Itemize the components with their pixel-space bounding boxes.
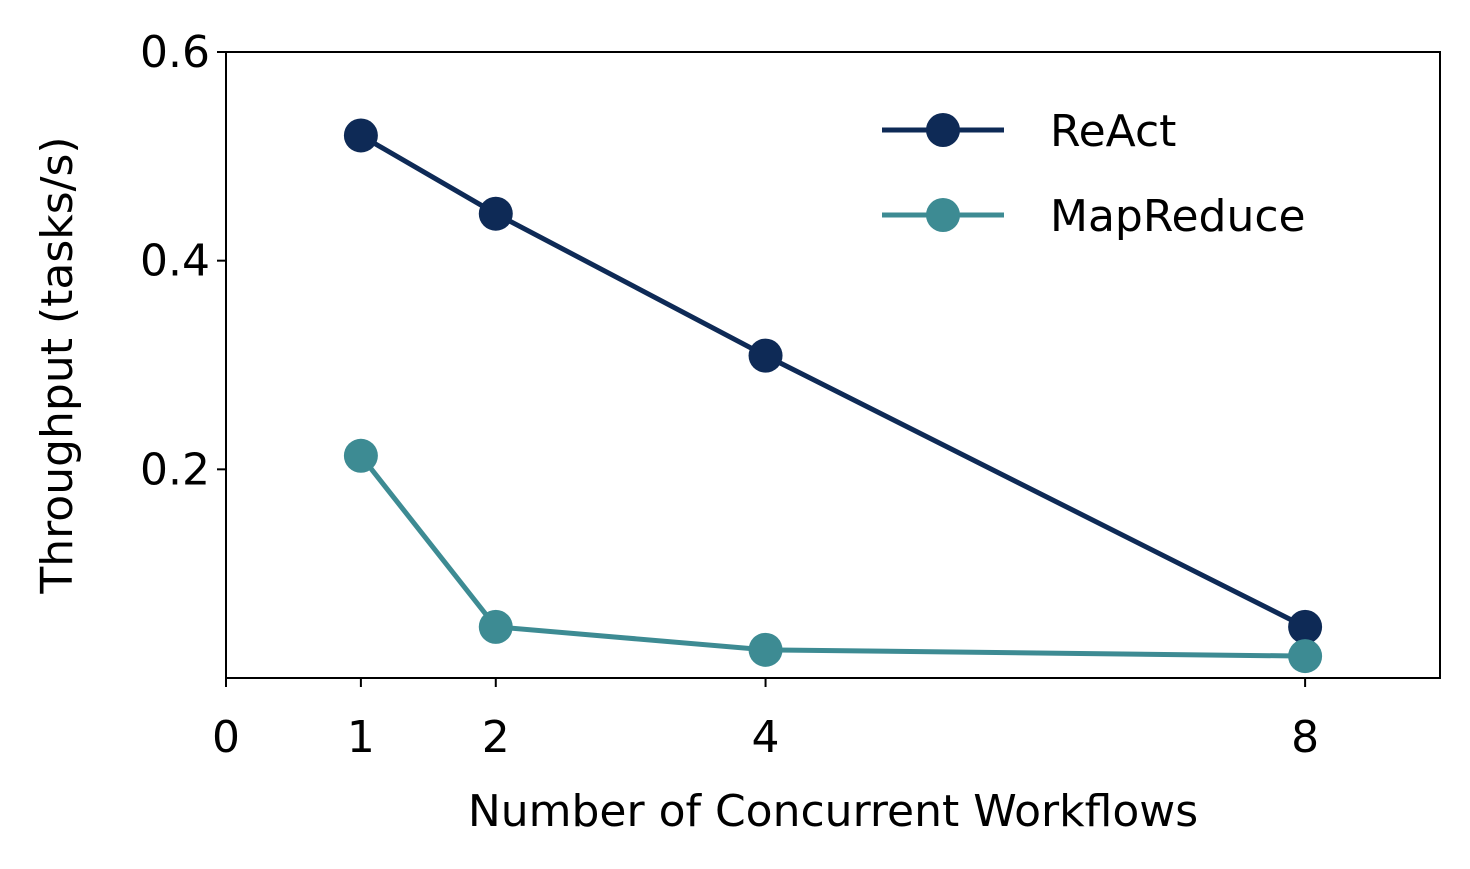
x-tick-label: 1 [347, 712, 375, 763]
legend-label: MapReduce [1050, 191, 1306, 242]
x-axis-label: Number of Concurrent Workflows [468, 786, 1198, 837]
x-tick-label: 8 [1291, 712, 1319, 763]
series-line [359, 133, 1307, 630]
y-axis-label: Throughput (tasks/s) [32, 136, 83, 594]
plot-frame [225, 51, 1441, 679]
x-tick-label: 4 [752, 712, 780, 763]
data-point [1288, 639, 1323, 674]
y-tick-label: 0.6 [140, 27, 210, 78]
legend-label: ReAct [1050, 106, 1176, 157]
data-point [748, 632, 783, 667]
y-tick-label: 0.4 [140, 236, 210, 287]
x-tick-label: 2 [482, 712, 510, 763]
y-tick-label: 0.2 [140, 444, 210, 495]
data-point [478, 609, 513, 644]
data-point [1288, 609, 1323, 644]
data-point [343, 118, 378, 153]
x-tick-label: 0 [212, 712, 240, 763]
series-line [358, 454, 1306, 659]
legend-marker [926, 113, 960, 147]
legend-marker [926, 198, 960, 232]
data-point [478, 196, 513, 231]
data-point [343, 438, 378, 473]
data-point [748, 338, 783, 373]
